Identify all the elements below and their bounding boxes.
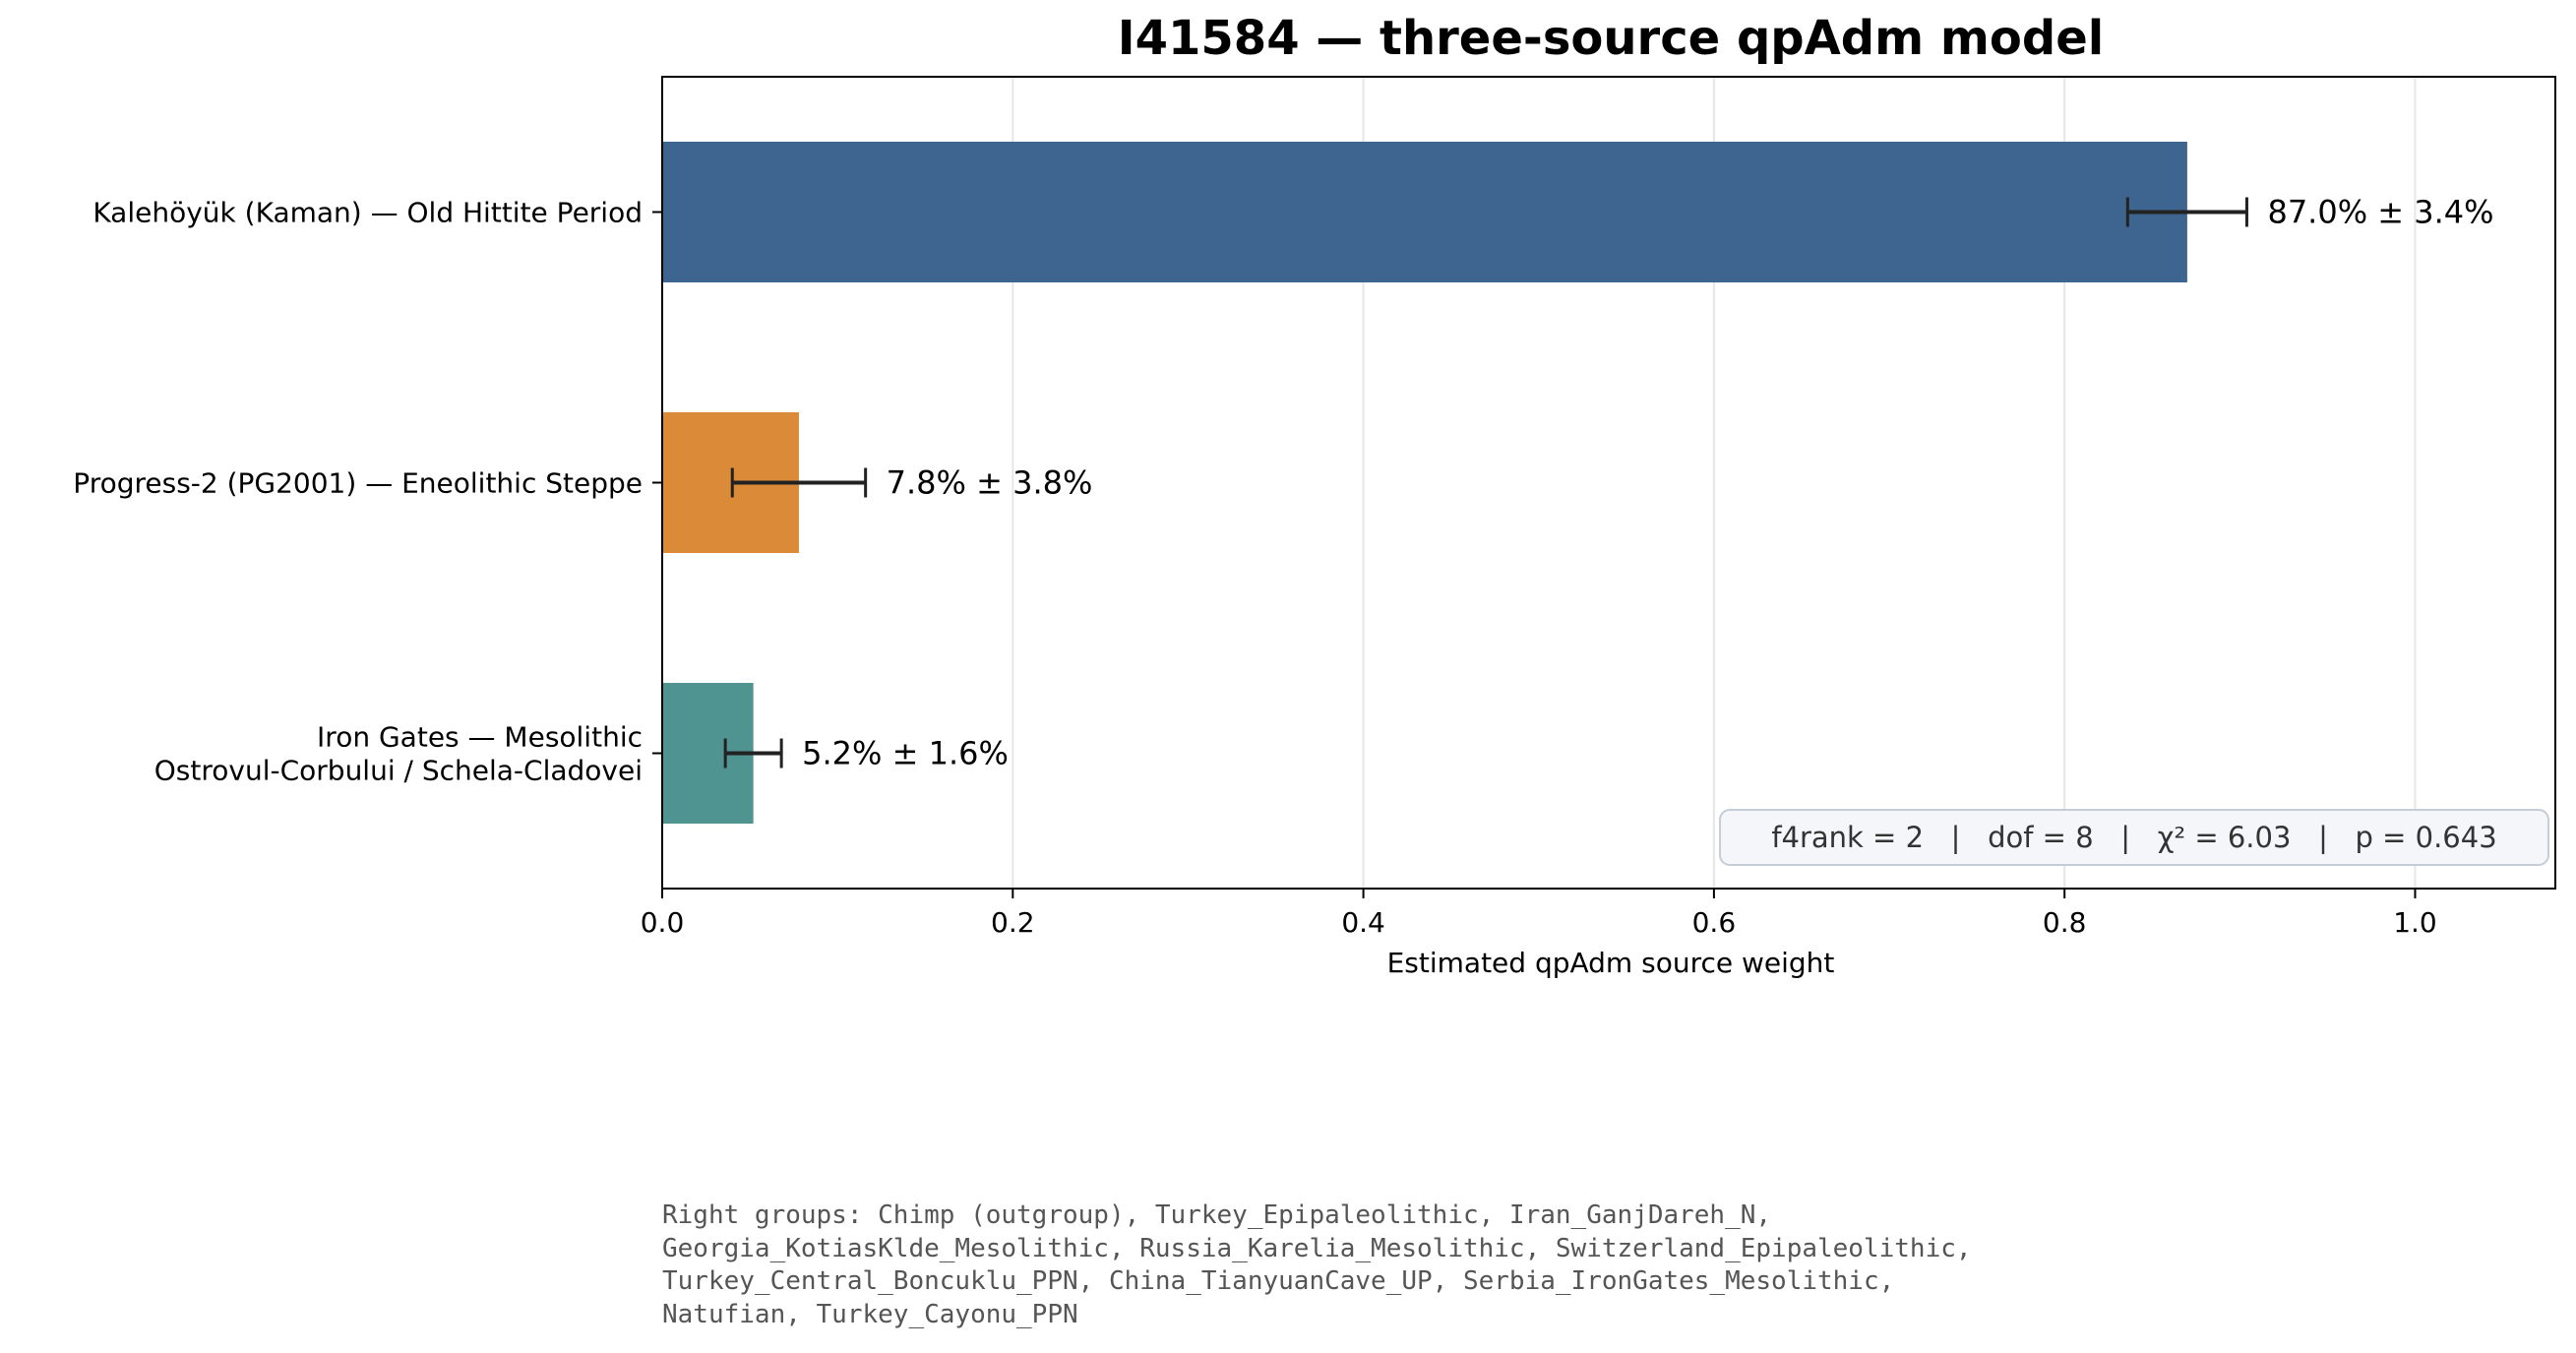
y-tick-label: Kalehöyük (Kaman) — Old Hittite Period	[92, 197, 643, 229]
y-tick-label: Progress-2 (PG2001) — Eneolithic Steppe	[73, 467, 643, 500]
x-tick-label: 0.0	[641, 906, 685, 939]
error-bars	[723, 197, 2248, 769]
stats-text: f4rank = 2 | dof = 8 | χ² = 6.03 | p = 0…	[1771, 821, 2496, 854]
value-label: 87.0% ± 3.4%	[2267, 194, 2493, 231]
bar	[662, 142, 2187, 282]
y-tick-label: Iron Gates — Mesolithic Ostrovul-Corbului…	[154, 721, 643, 787]
x-tick-label: 0.6	[1692, 906, 1737, 939]
value-label: 5.2% ± 1.6%	[802, 735, 1009, 772]
error-bar	[730, 467, 868, 498]
stats-box: f4rank = 2 | dof = 8 | χ² = 6.03 | p = 0…	[1719, 809, 2549, 866]
x-axis-ticks: 0.0 0.2 0.4 0.6 0.8 1.0	[641, 889, 2437, 939]
error-bar	[723, 738, 783, 769]
y-axis-ticks: Kalehöyük (Kaman) — Old Hittite Period Pr…	[73, 197, 662, 787]
x-tick-label: 0.4	[1341, 906, 1385, 939]
x-tick-label: 0.8	[2043, 906, 2087, 939]
error-bar	[2125, 197, 2248, 227]
x-axis-label: Estimated qpAdm source weight	[1387, 947, 1835, 979]
value-labels: 87.0% ± 3.4% 7.8% ± 3.8% 5.2% ± 1.6%	[802, 194, 2493, 772]
x-tick-label: 0.2	[991, 906, 1035, 939]
bars	[662, 142, 2187, 824]
chart-title: I41584 — three-source qpAdm model	[1118, 11, 2105, 66]
value-label: 7.8% ± 3.8%	[887, 464, 1093, 502]
stats-box-frame	[1719, 809, 2549, 866]
x-tick-label: 1.0	[2393, 906, 2437, 939]
right-groups-footnote: Right groups: Chimp (outgroup), Turkey_E…	[662, 1200, 1972, 1329]
